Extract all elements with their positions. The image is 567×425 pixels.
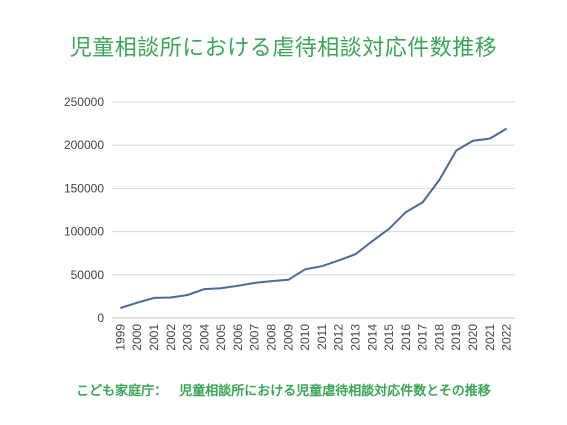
x-tick-label: 2013 bbox=[348, 324, 362, 351]
x-tick-label: 2015 bbox=[382, 324, 396, 351]
y-tick-label: 0 bbox=[97, 311, 104, 325]
x-tick-label: 2020 bbox=[466, 324, 480, 351]
source-text: 児童相談所における児童虐待相談対応件数とその推移 bbox=[179, 384, 491, 399]
y-tick-labels: 0 50000 100000 150000 200000 250000 bbox=[64, 95, 104, 325]
y-tick-label: 50000 bbox=[71, 268, 105, 282]
x-tick-label: 2006 bbox=[231, 324, 245, 351]
x-tick-label: 2014 bbox=[365, 324, 379, 351]
x-tick-label: 2016 bbox=[399, 324, 413, 351]
series-line bbox=[120, 127, 508, 309]
y-tick-label: 200000 bbox=[64, 138, 104, 152]
y-tick-label: 250000 bbox=[64, 95, 104, 109]
y-tick-label: 100000 bbox=[64, 225, 104, 239]
source-caption: こども家庭庁： 児童相談所における児童虐待相談対応件数とその推移 bbox=[0, 380, 567, 399]
x-tick-label: 2018 bbox=[432, 324, 446, 351]
x-tick-label: 2011 bbox=[315, 324, 329, 350]
x-tick-label: 2021 bbox=[483, 324, 497, 351]
x-tick-label: 2012 bbox=[332, 324, 346, 351]
x-tick-label: 2008 bbox=[265, 324, 279, 351]
x-tick-label: 2017 bbox=[416, 324, 430, 351]
x-tick-label: 2003 bbox=[181, 324, 195, 351]
x-tick-label: 2004 bbox=[197, 324, 211, 351]
x-tick-label: 2009 bbox=[281, 324, 295, 351]
x-tick-label: 2001 bbox=[147, 324, 161, 351]
source-label: こども家庭庁： bbox=[76, 384, 168, 399]
x-tick-labels: 1999 2000 2001 2002 2003 2004 2005 2006 2007 2008… bbox=[113, 324, 513, 351]
series-lines bbox=[120, 127, 508, 309]
x-tick-label: 2022 bbox=[500, 324, 514, 351]
x-tick-label: 2002 bbox=[164, 324, 178, 351]
x-tick-label: 2007 bbox=[248, 324, 262, 351]
x-tick-label: 2005 bbox=[214, 324, 228, 351]
y-tick-label: 150000 bbox=[64, 181, 104, 195]
x-tick-label: 2010 bbox=[298, 324, 312, 351]
x-tick-label: 2019 bbox=[449, 324, 463, 351]
x-tick-label: 2000 bbox=[130, 324, 144, 351]
x-tick-label: 1999 bbox=[113, 324, 127, 351]
gridlines bbox=[112, 101, 515, 319]
page-title: 児童相談所における虐待相談対応件数推移 bbox=[69, 36, 498, 61]
